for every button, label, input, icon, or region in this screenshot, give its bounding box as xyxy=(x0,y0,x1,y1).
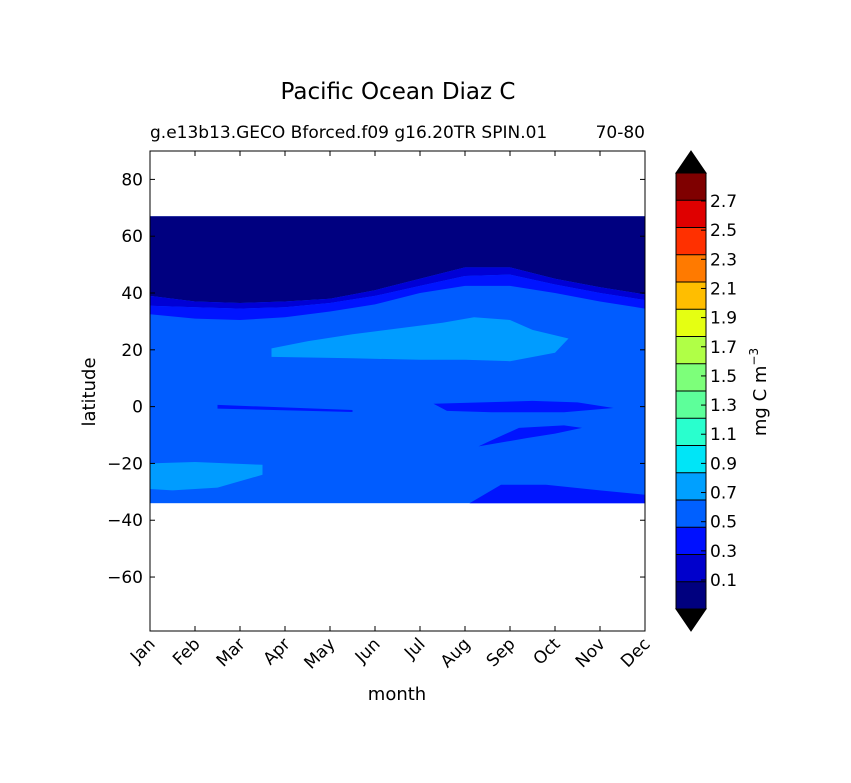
contour-region-band-0-4 xyxy=(478,425,582,447)
x-tick-label: Mar xyxy=(213,634,250,671)
x-tick-label: Feb xyxy=(169,634,204,669)
colorbar-segment xyxy=(676,445,706,473)
colorbar-tick-label: 1.7 xyxy=(710,338,737,358)
y-tick-label: −40 xyxy=(107,511,143,531)
plot-frame xyxy=(149,150,646,632)
colorbar-tick-label: 0.3 xyxy=(710,542,737,562)
x-tick-label: Oct xyxy=(530,634,565,669)
colorbar-tick-label: 0.7 xyxy=(710,484,737,504)
contour-region-band-0-1 xyxy=(150,216,645,303)
y-tick-label: 60 xyxy=(121,227,143,247)
x-axis-label: month xyxy=(368,684,426,705)
colorbar-extend-high xyxy=(675,150,707,174)
chart-subtitle-left: g.e13b13.GECO Bforced.f09 g16.20TR SPIN.… xyxy=(150,123,547,143)
x-tick-label: Jan xyxy=(126,634,159,667)
colorbar-tick-label: 2.5 xyxy=(710,221,737,241)
y-tick-label: 40 xyxy=(121,284,143,304)
colorbar-label: mg C m−3 xyxy=(747,348,771,436)
colorbar-segment xyxy=(676,173,706,201)
colorbar-segment xyxy=(676,581,706,609)
contour-region-band-0-4 xyxy=(469,484,645,504)
colorbar-tick-label: 2.1 xyxy=(710,279,737,299)
colorbar-tick-label: 1.5 xyxy=(710,367,737,387)
colorbar-tick-label: 1.9 xyxy=(710,309,737,329)
x-tick-label: Nov xyxy=(572,634,610,672)
colorbar-label-unit: mg C m xyxy=(750,366,771,437)
colorbar-tick-label: 2.7 xyxy=(710,192,737,212)
x-tick-label: Sep xyxy=(483,634,520,671)
colorbar-extend-low xyxy=(675,608,707,632)
colorbar-segment xyxy=(676,554,706,582)
contour-region-band-0-7 xyxy=(271,317,569,362)
x-tick-label: Apr xyxy=(260,634,295,669)
x-tick-label: Aug xyxy=(437,634,475,672)
contour-region-band-0-7 xyxy=(150,462,263,491)
colorbar: 0.1 0.3 0.5 0.7 0.9 1.1 1.3 1.5 1.7 1.9 2.1 2.3 2.5 2… xyxy=(675,150,737,632)
chart-title: Pacific Ocean Diaz C xyxy=(281,79,516,105)
colorbar-tick-label: 1.3 xyxy=(710,396,737,416)
colorbar-segment xyxy=(676,336,706,364)
colorbar-segment xyxy=(676,309,706,337)
colorbar-tick-label: 0.9 xyxy=(710,454,737,474)
contour-region-band-0-4 xyxy=(433,400,614,413)
contour-region-band-0-4 xyxy=(150,274,645,320)
colorbar-label-exponent: −3 xyxy=(747,348,761,366)
colorbar-segment xyxy=(676,527,706,555)
y-axis-label: latitude xyxy=(79,357,100,426)
colorbar-tick-label: 0.1 xyxy=(710,571,737,591)
colorbar-segment xyxy=(676,282,706,310)
y-tick-label: 0 xyxy=(132,398,143,418)
y-tick-label: 80 xyxy=(121,170,143,190)
colorbar-segment xyxy=(676,363,706,391)
colorbar-segment xyxy=(676,418,706,446)
colorbar-segment xyxy=(676,500,706,528)
colorbar-tick-label: 2.3 xyxy=(710,250,737,270)
x-tick-label: May xyxy=(301,634,340,673)
plot-area xyxy=(150,216,645,504)
y-axis: 80 60 40 20 0 −20 −40 −60 xyxy=(107,170,645,588)
colorbar-tick-label: 1.1 xyxy=(710,425,737,445)
colorbar-tick-label: 0.5 xyxy=(710,513,737,533)
chart-subtitle-right: 70-80 xyxy=(596,123,645,143)
x-tick-label: Jun xyxy=(351,634,385,668)
contour-region-band-0-3 xyxy=(150,267,645,309)
colorbar-segment xyxy=(676,472,706,500)
colorbar-segment xyxy=(676,227,706,255)
y-tick-label: 20 xyxy=(121,341,143,361)
y-tick-label: −60 xyxy=(107,568,143,588)
x-tick-label: Dec xyxy=(617,634,654,671)
contour-region-band-0-4 xyxy=(217,404,353,412)
colorbar-segment xyxy=(676,200,706,228)
x-tick-label: Jul xyxy=(400,634,429,663)
y-tick-label: −20 xyxy=(107,454,143,474)
